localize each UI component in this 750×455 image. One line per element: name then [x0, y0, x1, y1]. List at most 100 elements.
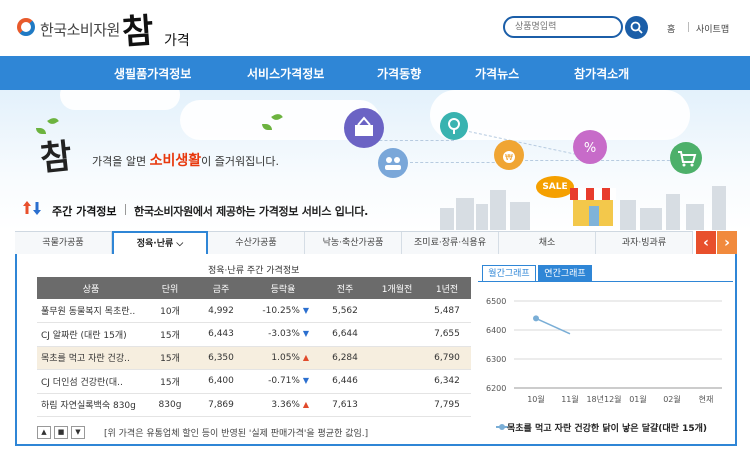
- cloud: [430, 90, 690, 140]
- table-row[interactable]: CJ 더인섬 건강란(대.. 15개 6,400 -0.71% ▼ 6,446 …: [37, 369, 471, 394]
- connector-line: [364, 140, 454, 141]
- tab-prev-button[interactable]: ‹: [696, 231, 716, 255]
- price-note: [위 가격은 유통업체 할인 등이 반영된 '실제 판매가격'을 평균한 값임.…: [104, 429, 369, 439]
- slogan-text: 가격을 알면: [92, 155, 150, 168]
- stop-button[interactable]: ■: [54, 426, 68, 439]
- nav-item-price-news[interactable]: 가격뉴스: [475, 67, 520, 81]
- search-input[interactable]: [505, 18, 621, 36]
- leaf-icon: [262, 124, 272, 130]
- table-row[interactable]: CJ 알짜란 (대란 15개) 15개 6,443 -3.03% ▼ 6,644…: [37, 322, 471, 347]
- tab-snacks[interactable]: 과자·빙과류: [596, 232, 693, 255]
- month-ago-price: [371, 393, 423, 417]
- year-ago-price: 6,790: [423, 346, 471, 370]
- rate-value: -0.71%: [268, 376, 300, 387]
- last-week-price: 6,446: [319, 369, 371, 394]
- search-button[interactable]: [625, 16, 648, 39]
- product-name[interactable]: 풀무원 동물복지 목초란..: [37, 299, 145, 323]
- shop-icon: [570, 188, 616, 226]
- col-header-unit: 단위: [145, 277, 195, 299]
- last-week-price: 6,644: [319, 322, 371, 347]
- svg-text:₩: ₩: [505, 153, 513, 162]
- scroll-up-button[interactable]: ▲: [37, 426, 51, 439]
- this-week-price: 6,400: [195, 369, 247, 394]
- tab-monthly-graph[interactable]: 월간그래프: [482, 265, 536, 282]
- nav-item-about[interactable]: 참가격소개: [574, 67, 630, 81]
- people-icon: [378, 148, 408, 178]
- chart-legend-label: 목초를 먹고 자란 건강한 닭이 낳은 달걀(대란 15개): [507, 424, 708, 434]
- banner-slogan: 가격을 알면 소비생활이 즐거워집니다.: [92, 150, 279, 170]
- col-header-rate: 등락율: [247, 277, 319, 299]
- year-ago-price: 7,655: [423, 322, 471, 347]
- tab-dairy[interactable]: 낙농·축산가공품: [305, 232, 402, 255]
- shop-door: [589, 206, 599, 226]
- col-header-this-week: 금주: [195, 277, 247, 299]
- col-header-product: 상품: [37, 277, 145, 299]
- unit: 15개: [145, 369, 195, 394]
- unit: 15개: [145, 322, 195, 347]
- up-down-arrows-icon: [23, 201, 41, 215]
- slogan-highlight: 소비생활: [149, 153, 202, 169]
- svg-text:%: %: [584, 141, 596, 156]
- change-rate: -0.71% ▼: [247, 369, 319, 394]
- last-week-price: 7,613: [319, 393, 371, 417]
- site-header: 한국소비자원 참 가격 홈 사이트맵: [0, 0, 750, 56]
- tab-vegetables[interactable]: 채소: [499, 232, 596, 255]
- leaf-icon: [36, 128, 46, 134]
- basket-icon: [344, 108, 384, 148]
- month-ago-price: [371, 346, 423, 370]
- this-week-price: 7,869: [195, 393, 247, 417]
- down-arrow-icon: ▼: [302, 376, 309, 386]
- change-rate: 1.05% ▲: [247, 346, 319, 370]
- year-ago-price: 5,487: [423, 299, 471, 323]
- tab-meat-eggs[interactable]: 정육·난류 ⌵: [112, 231, 208, 256]
- table-row[interactable]: 하림 자연실록백숙 830g 830g 7,869 3.36% ▲ 7,613 …: [37, 393, 471, 417]
- tab-seasoning[interactable]: 조미료·장류·식용유: [402, 232, 499, 255]
- building: [490, 190, 506, 230]
- kca-logo-icon[interactable]: [17, 18, 35, 36]
- section-divider: [125, 204, 126, 215]
- sale-badge: SALE: [536, 176, 574, 198]
- tab-yearly-graph[interactable]: 연간그래프: [538, 265, 592, 282]
- nav-item-daily-goods[interactable]: 생필품가격정보: [114, 67, 192, 81]
- tab-grain[interactable]: 곡물가공품: [15, 232, 112, 255]
- product-name[interactable]: 목초를 먹고 자란 건강..: [37, 346, 145, 370]
- change-rate: -10.25% ▼: [247, 299, 319, 323]
- org-name[interactable]: 한국소비자원: [40, 21, 120, 39]
- nav-item-service-prices[interactable]: 서비스가격정보: [247, 67, 325, 81]
- change-rate: 3.36% ▲: [247, 393, 319, 417]
- sitemap-link[interactable]: 사이트맵: [696, 25, 730, 35]
- brand-logo-sub[interactable]: 가격: [164, 33, 190, 49]
- price-table: 상품 단위 금주 등락율 전주 1개월전 1년전 풀무원 동물복지 목초란.. …: [37, 277, 471, 417]
- shop-awning: [570, 188, 616, 200]
- discount-icon: %: [573, 130, 607, 164]
- brand-logo[interactable]: 참: [120, 10, 155, 54]
- scroll-down-button[interactable]: ▼: [71, 426, 85, 439]
- month-ago-price: [371, 299, 423, 323]
- home-link[interactable]: 홈: [667, 25, 676, 35]
- location-icon: [440, 112, 468, 140]
- this-week-price: 4,992: [195, 299, 247, 323]
- section-description: 한국소비자원에서 제공하는 가격정보 서비스 입니다.: [134, 205, 369, 218]
- product-name[interactable]: 하림 자연실록백숙 830g: [37, 393, 145, 417]
- unit: 10개: [145, 299, 195, 323]
- table-header-row: 상품 단위 금주 등락율 전주 1개월전 1년전: [37, 277, 471, 299]
- table-row[interactable]: 풀무원 동물복지 목초란.. 10개 4,992 -10.25% ▼ 5,562…: [37, 299, 471, 323]
- month-ago-price: [371, 369, 423, 394]
- table-caption: 정육·난류 주간 가격정보: [208, 266, 300, 276]
- slogan-text: 이 즐거워집니다.: [201, 155, 279, 168]
- tab-next-button[interactable]: ›: [717, 231, 737, 255]
- product-name[interactable]: CJ 알짜란 (대란 15개): [37, 322, 145, 347]
- col-header-year-ago: 1년전: [423, 277, 471, 299]
- building: [440, 208, 454, 230]
- table-row-selected[interactable]: 목초를 먹고 자란 건강.. 15개 6,350 1.05% ▲ 6,284 6…: [37, 346, 471, 370]
- tab-seafood[interactable]: 수산가공품: [208, 232, 305, 255]
- chart-tab-underline: [478, 281, 733, 282]
- year-ago-price: 6,342: [423, 369, 471, 394]
- money-bag-icon: ₩: [494, 140, 524, 170]
- up-arrow-icon: ▲: [302, 352, 309, 362]
- cart-icon: [670, 142, 702, 174]
- product-name[interactable]: CJ 더인섬 건강란(대..: [37, 369, 145, 394]
- unit: 15개: [145, 346, 195, 370]
- rate-value: -3.03%: [268, 329, 300, 340]
- nav-item-price-trends[interactable]: 가격동향: [377, 67, 422, 81]
